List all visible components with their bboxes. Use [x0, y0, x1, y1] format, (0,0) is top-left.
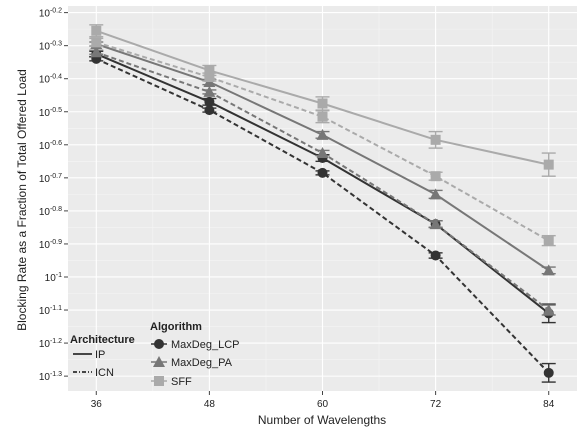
data-point-maxdeg-pa-icn	[316, 147, 329, 159]
data-point-maxdeg-lcp-icn	[430, 250, 441, 261]
series-sff-ip	[89, 24, 556, 177]
data-point-sff-icn	[430, 171, 441, 182]
legend-label-icn: ICN	[95, 367, 114, 379]
legend-title-algorithm: Algorithm	[150, 321, 202, 333]
y-tick-label: 10-1.1	[39, 305, 62, 317]
y-axis-title: Blocking Rate as a Fraction of Total Off…	[15, 69, 29, 331]
data-point-maxdeg-pa-icn	[542, 304, 555, 316]
data-point-sff-ip	[91, 25, 102, 36]
y-tick-label: 10-0.2	[39, 8, 62, 20]
legend-label-maxdeg-lcp: MaxDeg_LCP	[171, 339, 239, 351]
legend-label-sff: SFF	[171, 376, 192, 388]
y-tick-label: 10-0.6	[39, 140, 62, 152]
y-tick-label: 10-0.4	[39, 74, 62, 86]
data-point-maxdeg-lcp-icn	[317, 167, 328, 178]
legend-key-sff	[154, 376, 164, 386]
series-layer	[89, 24, 556, 383]
series-sff-icn	[89, 37, 556, 247]
data-point-sff-ip	[430, 134, 441, 145]
data-point-maxdeg-pa-icn	[429, 218, 442, 230]
data-point-sff-icn	[317, 111, 328, 122]
legend-label-maxdeg-pa: MaxDeg_PA	[171, 357, 233, 369]
data-point-sff-icn	[204, 72, 215, 83]
grid-lines	[68, 6, 577, 391]
data-point-sff-ip	[204, 65, 215, 76]
y-tick-label: 10-0.5	[39, 107, 62, 119]
x-tick-label: 36	[91, 399, 103, 410]
data-point-maxdeg-lcp-icn	[543, 367, 554, 378]
y-tick-label: 10-0.8	[39, 206, 62, 218]
x-axis-title: Number of Wavelengths	[258, 413, 386, 427]
data-point-maxdeg-lcp-ip	[204, 96, 215, 107]
data-point-maxdeg-pa-ip	[316, 128, 329, 140]
data-point-sff-icn	[543, 235, 554, 246]
data-point-maxdeg-lcp-icn	[204, 105, 215, 116]
y-tick-label: 10-0.3	[39, 41, 62, 53]
legend-key-maxdeg-lcp	[154, 339, 164, 349]
data-point-sff-icn	[91, 37, 102, 48]
series-line-maxdeg-lcp-icn	[95, 57, 550, 374]
y-tick-label: 10-1	[45, 272, 62, 284]
y-tick-label: 10-1.2	[39, 338, 62, 350]
legend: Architecture IP ICN Algorithm MaxDeg_LCP…	[70, 321, 239, 388]
legend-label-ip: IP	[95, 349, 105, 361]
x-tick-label: 60	[317, 399, 329, 410]
series-maxdeg-lcp-icn	[89, 53, 556, 383]
legend-title-architecture: Architecture	[70, 334, 135, 346]
data-point-maxdeg-pa-ip	[429, 188, 442, 200]
data-point-maxdeg-pa-icn	[203, 85, 216, 97]
data-point-maxdeg-pa-icn	[90, 46, 103, 58]
data-point-sff-ip	[543, 159, 554, 170]
data-point-sff-ip	[317, 98, 328, 109]
y-tick-label: 10-0.7	[39, 173, 62, 185]
x-tick-label: 72	[430, 399, 442, 410]
x-tick-label: 84	[543, 399, 555, 410]
y-tick-label: 10-0.9	[39, 239, 62, 251]
data-point-maxdeg-pa-ip	[542, 264, 555, 276]
series-maxdeg-pa-icn	[89, 46, 556, 316]
x-tick-label: 48	[204, 399, 216, 410]
legend-key-maxdeg-pa	[153, 356, 165, 367]
axes: 36 48 60 72 84 10-0.2 10-0.3 10-0.4 10-0.5 10-0.6…	[39, 8, 555, 410]
series-line-sff-icn	[95, 41, 550, 242]
y-tick-label: 10-1.3	[39, 371, 62, 383]
